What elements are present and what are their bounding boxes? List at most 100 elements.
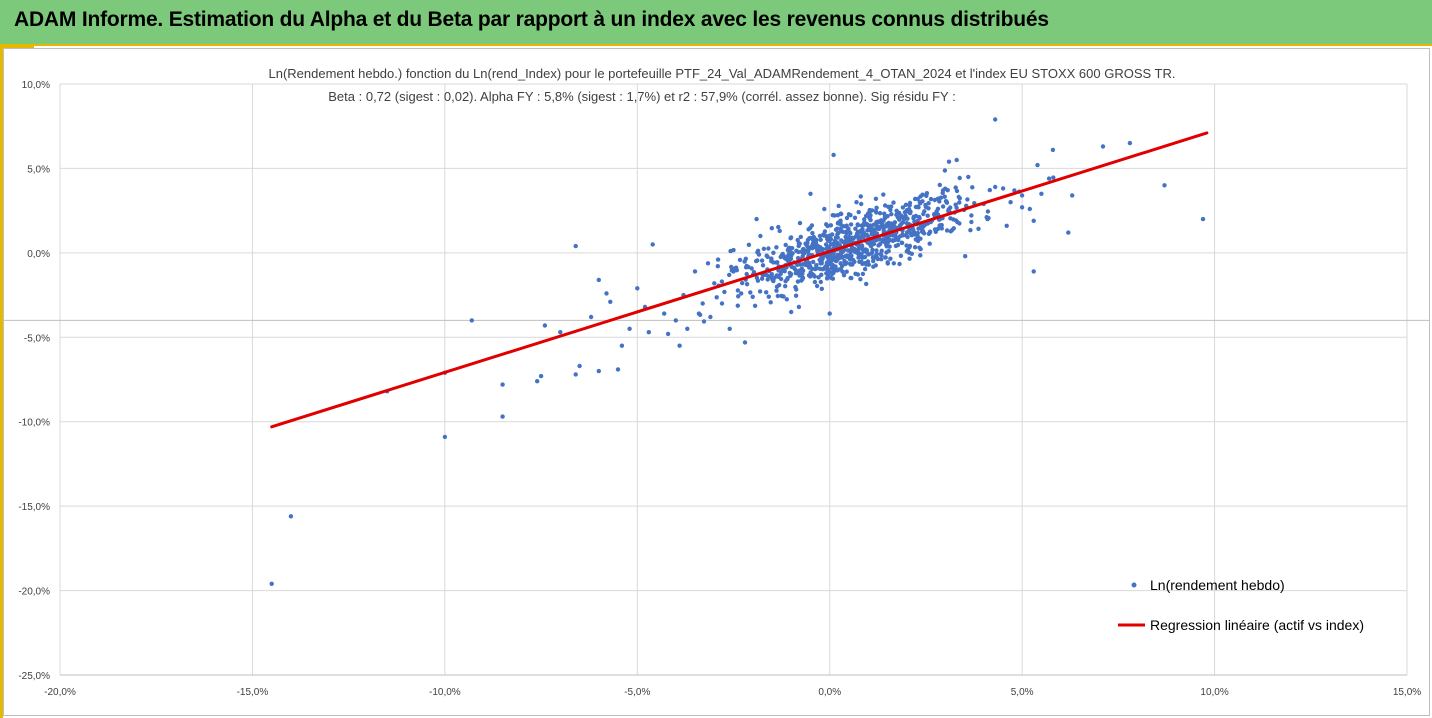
data-point bbox=[852, 215, 858, 220]
data-point bbox=[748, 290, 753, 295]
data-point bbox=[866, 223, 871, 228]
data-point bbox=[858, 194, 863, 199]
data-point bbox=[969, 219, 974, 225]
data-point bbox=[957, 221, 962, 226]
data-point bbox=[841, 248, 846, 253]
data-point bbox=[828, 223, 834, 228]
data-point bbox=[948, 216, 953, 221]
data-point bbox=[805, 244, 811, 250]
data-point bbox=[789, 309, 794, 315]
data-point bbox=[727, 326, 732, 331]
data-point bbox=[924, 191, 930, 196]
data-point bbox=[884, 250, 889, 255]
data-point bbox=[759, 258, 765, 263]
data-point bbox=[1070, 193, 1075, 198]
data-point bbox=[1004, 223, 1009, 228]
data-point bbox=[740, 280, 745, 286]
data-point bbox=[729, 264, 734, 270]
data-point bbox=[844, 269, 849, 274]
data-point bbox=[894, 208, 899, 213]
data-point bbox=[811, 259, 816, 265]
data-point bbox=[685, 326, 690, 331]
data-point bbox=[937, 182, 942, 188]
data-point bbox=[921, 211, 926, 217]
data-point bbox=[588, 314, 594, 320]
data-point bbox=[836, 203, 841, 209]
data-point bbox=[719, 279, 725, 284]
data-point bbox=[918, 236, 923, 241]
data-point bbox=[963, 254, 968, 259]
data-point bbox=[808, 264, 813, 269]
data-point bbox=[796, 249, 801, 255]
data-point bbox=[744, 282, 750, 287]
data-point bbox=[810, 230, 815, 236]
data-point bbox=[573, 243, 578, 249]
data-point bbox=[755, 258, 760, 263]
data-point bbox=[864, 250, 870, 255]
data-point bbox=[873, 263, 878, 268]
data-point bbox=[715, 257, 721, 262]
data-point bbox=[778, 276, 784, 282]
data-point bbox=[769, 259, 774, 264]
data-point bbox=[469, 318, 474, 323]
data-point bbox=[844, 253, 850, 258]
y-tick-label: -5,0% bbox=[24, 333, 50, 344]
data-point bbox=[776, 224, 781, 230]
data-point bbox=[927, 241, 932, 246]
data-point bbox=[854, 231, 860, 236]
data-point bbox=[760, 263, 766, 268]
data-point bbox=[844, 215, 850, 221]
data-point bbox=[838, 229, 844, 234]
data-point bbox=[731, 247, 736, 253]
data-point bbox=[573, 372, 578, 377]
data-point bbox=[777, 228, 782, 234]
data-point bbox=[987, 187, 992, 193]
data-point bbox=[1066, 230, 1071, 235]
data-point bbox=[917, 245, 922, 250]
data-point bbox=[825, 255, 830, 260]
data-point bbox=[899, 240, 904, 245]
data-point bbox=[822, 229, 828, 234]
data-point bbox=[677, 343, 682, 348]
data-point bbox=[804, 262, 809, 267]
data-point bbox=[714, 295, 719, 300]
data-point bbox=[832, 238, 837, 244]
data-point bbox=[953, 185, 958, 190]
data-point bbox=[954, 205, 959, 210]
data-point bbox=[862, 217, 867, 222]
data-point bbox=[985, 209, 991, 214]
data-point bbox=[800, 262, 806, 267]
data-point bbox=[800, 253, 805, 259]
data-point bbox=[754, 216, 759, 222]
data-point bbox=[837, 267, 842, 272]
data-point bbox=[898, 253, 904, 258]
data-point bbox=[882, 215, 888, 220]
data-point bbox=[897, 216, 902, 221]
data-point bbox=[746, 242, 752, 247]
data-point bbox=[788, 236, 793, 241]
data-point bbox=[891, 261, 896, 266]
x-tick-label: 0,0% bbox=[818, 687, 841, 698]
data-point bbox=[864, 281, 869, 287]
data-point bbox=[856, 247, 861, 252]
data-point bbox=[800, 247, 806, 252]
data-point bbox=[965, 197, 970, 202]
data-point bbox=[692, 269, 698, 274]
data-point bbox=[903, 202, 909, 207]
title-banner: ADAM Informe. Estimation du Alpha et du … bbox=[0, 0, 1432, 46]
data-point bbox=[830, 213, 835, 218]
data-point bbox=[742, 259, 747, 264]
data-point bbox=[884, 244, 889, 249]
data-point bbox=[708, 314, 713, 320]
data-point bbox=[735, 303, 740, 308]
data-point bbox=[1000, 186, 1006, 191]
data-point bbox=[784, 297, 789, 302]
data-point bbox=[828, 242, 834, 247]
data-point bbox=[915, 230, 920, 236]
data-point bbox=[837, 242, 842, 248]
data-point bbox=[867, 216, 873, 221]
data-point bbox=[844, 237, 849, 242]
data-point bbox=[635, 286, 640, 291]
data-point bbox=[1019, 193, 1025, 198]
data-point bbox=[892, 225, 897, 230]
